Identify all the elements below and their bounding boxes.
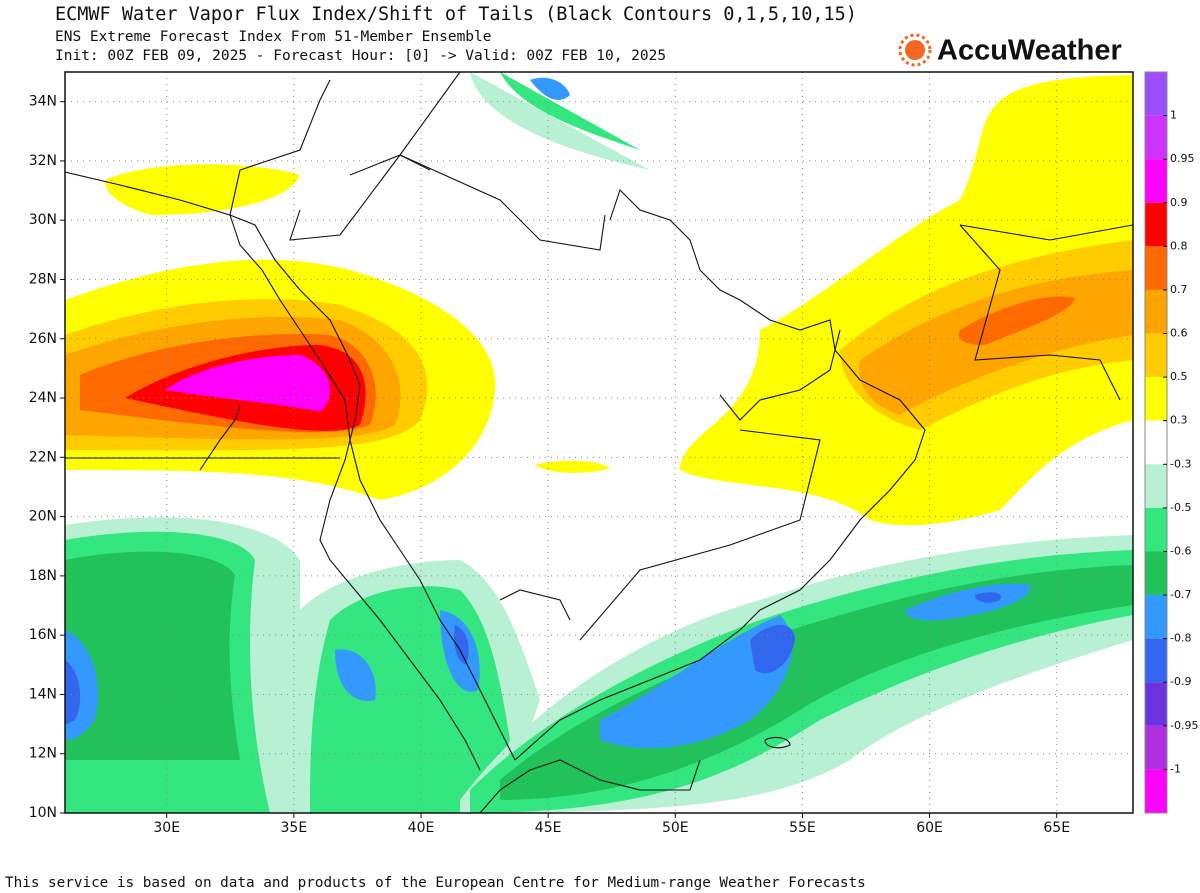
colorbar-band — [1145, 246, 1167, 290]
y-tick-label: 22N — [29, 449, 57, 465]
colorbar-band — [1145, 638, 1167, 683]
colorbar-band — [1145, 595, 1167, 639]
logo-icon — [898, 33, 932, 67]
colorbar-band — [1145, 420, 1167, 465]
coastlines — [65, 72, 1133, 813]
y-tick-label: 12N — [29, 746, 57, 762]
y-tick-label: 18N — [29, 568, 57, 584]
subtitle: ENS Extreme Forecast Index From 51-Membe… — [55, 29, 492, 45]
colorbar-band — [1145, 72, 1167, 116]
colorbar-band — [1145, 377, 1167, 421]
x-tick-label: 35E — [281, 820, 308, 836]
colorbar-label: 0.95 — [1170, 152, 1195, 165]
colorbar-band — [1145, 682, 1167, 726]
colorbar-label: -0.8 — [1170, 632, 1191, 645]
colorbar-band — [1145, 159, 1167, 203]
title: ECMWF Water Vapor Flux Index/Shift of Ta… — [55, 4, 857, 25]
colorbar-label: -0.5 — [1170, 501, 1191, 514]
field — [65, 72, 1133, 813]
colorbar-band — [1145, 769, 1167, 813]
colorbar: 1 0.95 0.9 0.8 0.7 0.6 0.5 0.3 -0.3 -0.5 -0.6 -0.7 -… — [1144, 71, 1198, 814]
colorbar-label: -0.7 — [1170, 588, 1191, 601]
x-tick-label: 60E — [916, 820, 943, 836]
map-frame — [64, 71, 1134, 814]
colorbar-label: 0.7 — [1170, 283, 1188, 296]
y-tick-label: 14N — [29, 686, 57, 702]
axes: 30E 35E 40E 45E 50E 55E 60E 65E 10N 12N 14N 16N 18N 2… — [29, 94, 1070, 836]
y-tick-label: 32N — [29, 153, 57, 169]
colorbar-label: 0.9 — [1170, 196, 1188, 209]
colorbar-label: 0.5 — [1170, 370, 1188, 383]
colorbar-band — [1145, 289, 1167, 334]
y-tick-label: 20N — [29, 509, 57, 525]
colorbar-label: 0.3 — [1170, 414, 1188, 427]
colorbar-label: 0.6 — [1170, 327, 1188, 340]
x-tick-label: 65E — [1043, 820, 1070, 836]
colorbar-band — [1145, 115, 1167, 160]
y-tick-label: 28N — [29, 271, 57, 287]
colorbar-label: 0.8 — [1170, 239, 1188, 252]
colorbar-band — [1145, 202, 1167, 247]
colorbar-band — [1145, 464, 1167, 508]
colorbar-label: -0.95 — [1170, 719, 1198, 732]
y-tick-label: 16N — [29, 627, 57, 643]
colorbar-label: -0.6 — [1170, 544, 1191, 557]
y-tick-label: 30N — [29, 212, 57, 228]
colorbar-band — [1145, 551, 1167, 596]
y-tick-label: 26N — [29, 331, 57, 347]
colorbar-label: -0.9 — [1170, 675, 1191, 688]
x-tick-label: 30E — [153, 820, 180, 836]
logo-text: AccuWeather — [937, 35, 1122, 67]
colorbar-label: -0.3 — [1170, 457, 1191, 470]
x-tick-label: 55E — [789, 820, 816, 836]
colorbar-label: -1 — [1170, 762, 1181, 775]
y-tick-label: 34N — [29, 94, 57, 110]
footer: This service is based on data and produc… — [5, 875, 866, 891]
y-tick-label: 10N — [29, 805, 57, 821]
x-tick-label: 50E — [662, 820, 689, 836]
colorbar-frame — [1144, 71, 1168, 814]
x-tick-label: 40E — [408, 820, 435, 836]
colorbar-label: 1 — [1170, 109, 1177, 122]
colorbar-band — [1145, 507, 1167, 552]
colorbar-band — [1145, 333, 1167, 378]
x-tick-label: 45E — [535, 820, 562, 836]
y-tick-label: 24N — [29, 390, 57, 406]
init-line: Init: 00Z FEB 09, 2025 - Forecast Hour: … — [55, 48, 666, 64]
colorbar-band — [1145, 725, 1167, 770]
